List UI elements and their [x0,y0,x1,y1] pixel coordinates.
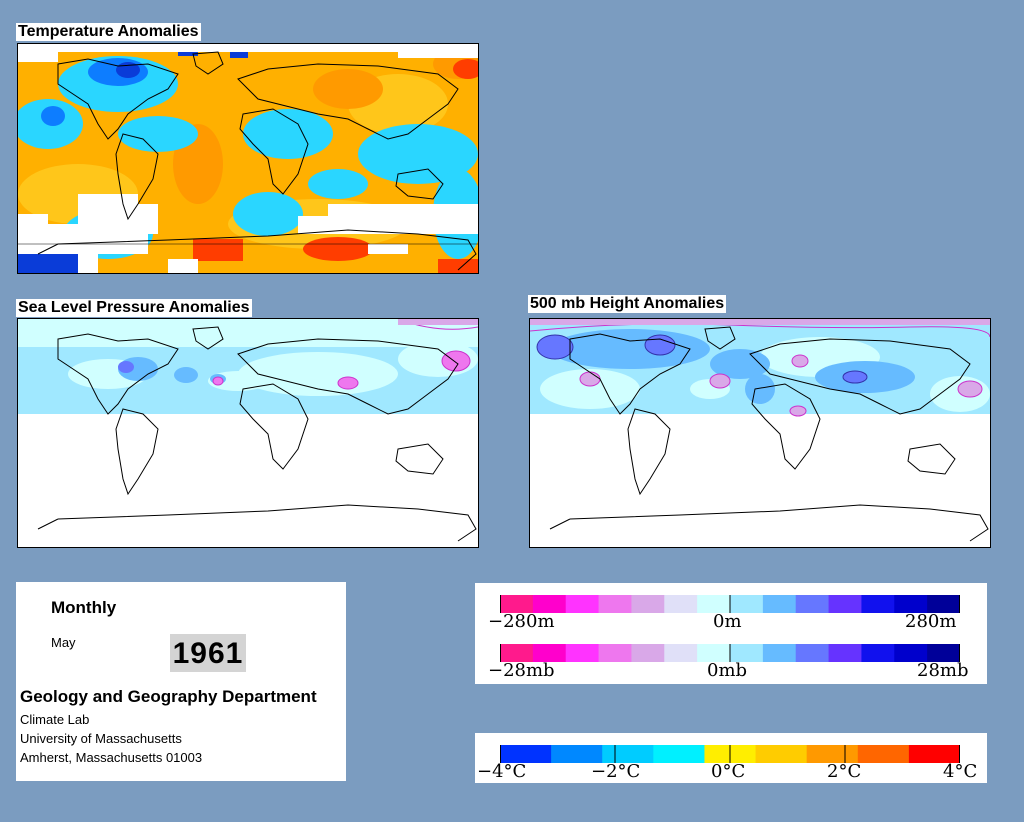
year-display: 1961 [170,634,246,672]
height-min-label: −280m [488,611,555,632]
height-mid-label: 0m [713,611,742,632]
temperature-anomaly-map [17,43,479,274]
temp-label-3: 2°C [827,761,862,782]
500mb-height-map [529,318,991,548]
scale-swatch [908,745,960,763]
scale-swatch [927,644,960,662]
scale-swatch [500,595,534,613]
scale-swatch [664,595,698,613]
scale-swatch [664,644,698,662]
height-max-label: 280m [905,611,957,632]
scale-swatch [861,595,895,613]
scale-swatch [861,644,895,662]
scale-swatch [828,644,862,662]
pressure-color-scale [500,644,960,662]
scale-swatch [653,745,705,763]
scale-swatch [565,644,600,662]
scale-swatch [500,644,534,662]
temp-label-4: 4°C [943,761,978,782]
month-label: May [51,635,76,650]
scale-swatch [500,745,552,763]
scale-swatch [828,595,862,613]
scale-swatch [730,644,764,662]
temperature-map-title: Temperature Anomalies [16,23,201,41]
slp-map-title: Sea Level Pressure Anomalies [16,299,252,317]
anomaly-legend-panel: −280m 0m 280m −28mb 0mb 28mb [475,583,987,684]
sea-level-pressure-map [17,318,479,548]
scale-swatch [894,595,928,613]
scale-swatch [795,595,830,613]
temp-label-0: −4°C [477,761,527,782]
temp-label-1: −2°C [591,761,641,782]
scale-swatch [697,644,731,662]
university-name: University of Massachusetts [20,731,182,746]
scale-swatch [631,644,665,662]
scale-swatch [795,644,830,662]
address: Amherst, Massachusetts 01003 [20,750,203,765]
scale-swatch [532,595,567,613]
height-color-scale [500,595,960,613]
scale-swatch [598,595,632,613]
scale-swatch [857,745,910,763]
scale-swatch [565,595,600,613]
department-name: Geology and Geography Department [20,687,317,706]
scale-swatch [762,644,797,662]
temperature-legend-panel: −4°C −2°C 0°C 2°C 4°C [475,733,987,783]
scale-swatch [631,595,665,613]
scale-swatch [551,745,603,763]
scale-swatch [697,595,731,613]
info-panel: Monthly May 1961 Geology and Geography D… [16,582,346,781]
height500-map-title: 500 mb Height Anomalies [528,295,727,313]
pressure-min-label: −28mb [488,660,555,681]
scale-swatch [762,595,797,613]
scale-swatch [755,745,808,763]
scale-swatch [532,644,567,662]
scale-swatch [927,595,960,613]
pressure-max-label: 28mb [917,660,969,681]
temperature-color-scale [500,745,960,763]
temp-label-2: 0°C [711,761,746,782]
pressure-mid-label: 0mb [707,660,748,681]
lab-name: Climate Lab [20,712,90,727]
scale-swatch [894,644,928,662]
period-label: Monthly [51,598,117,617]
scale-swatch [598,644,632,662]
scale-swatch [730,595,764,613]
